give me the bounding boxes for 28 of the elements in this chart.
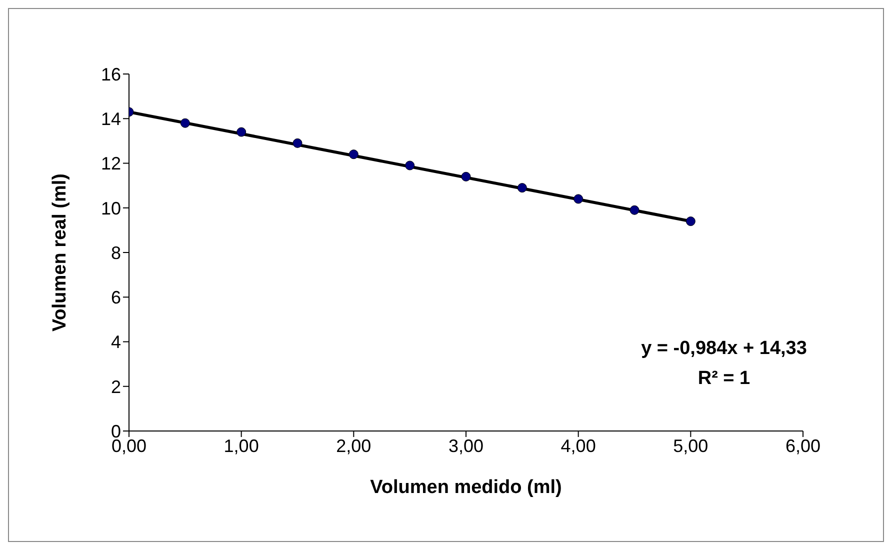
annotation: y = -0,984x + 14,33 [640,337,808,361]
x-tick-label: 6,00 [785,436,821,456]
x-axis-title: Volumen medido (ml) [370,477,562,498]
y-tick-label: 2 [110,376,121,397]
point [292,138,302,148]
y-axis-title: Volumen real (ml) [50,173,71,332]
y-tick-label: 16 [100,64,121,84]
x-tick-label: 5,00 [673,436,708,456]
x-tick-label: 2,00 [336,436,372,456]
point [574,194,584,204]
point [686,216,696,226]
x-tick-label: 1,00 [224,436,259,456]
y-tick-label: 12 [100,154,121,174]
y-tick-label: 8 [110,242,121,263]
x-tick-label: 4,00 [560,436,596,456]
point [180,118,190,128]
point [517,183,527,193]
y-tick-label: 10 [100,198,121,218]
point [405,160,415,170]
point [630,205,640,215]
y-tick-label: 14 [100,109,121,130]
y-tick-label: 4 [110,332,121,352]
point [348,150,358,160]
annotation: R² = 1 [696,367,752,391]
point [236,127,246,137]
y-tick-label: 6 [110,288,121,308]
x-tick-label: 3,00 [448,436,484,456]
point [461,172,471,182]
